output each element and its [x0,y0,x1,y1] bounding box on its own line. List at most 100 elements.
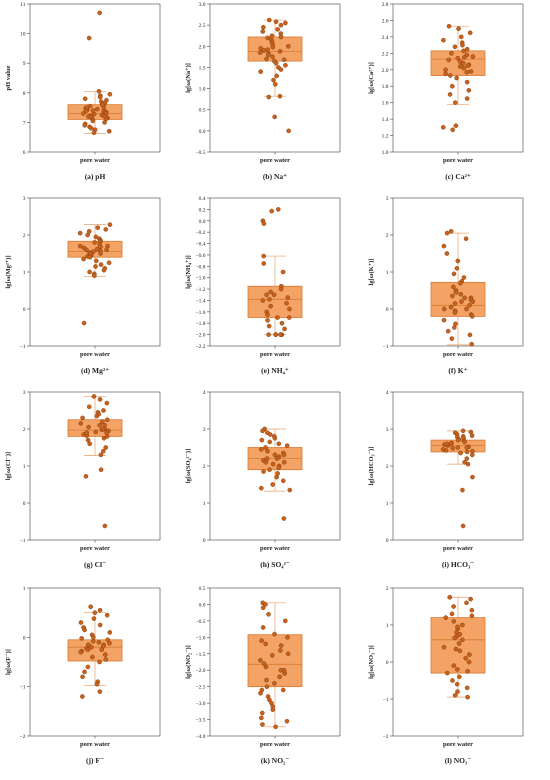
plot-frame [392,391,524,541]
data-point [281,459,287,465]
data-point [266,323,272,329]
data-point [467,652,472,657]
data-point [93,234,99,240]
y-tick-label: −3.5 [196,718,206,724]
data-point [453,123,459,128]
data-point [462,295,467,301]
data-point [259,687,265,693]
y-tick-label: 2 [23,427,26,433]
data-point [269,33,275,39]
y-tick-label: 0 [386,660,389,666]
data-point [451,271,457,277]
data-point [96,89,102,94]
panel-caption: (c) Ca²⁺ [445,172,471,181]
data-point [460,42,465,48]
y-tick-label: −2.0 [196,333,206,339]
data-point [81,320,87,326]
data-point [259,638,264,643]
data-point [270,653,275,658]
y-tick-label: −2 [20,734,26,740]
data-point [104,612,110,618]
data-point [269,208,275,214]
y-tick-label: 2 [23,233,26,239]
data-point [274,456,280,461]
data-point [84,430,90,436]
data-point [261,221,267,226]
data-point [85,232,90,238]
y-tick-label: 2 [386,233,389,239]
data-point [78,421,84,426]
chart-panel-2: 1.0 1.2 1.4 1.6 1.8 2.0 2.2 2.4 2.6 2.8 lg[ω(Ca²⁺)… [368,2,524,181]
data-point [276,441,282,447]
data-point [443,448,449,453]
data-point [86,642,91,648]
data-point [273,332,279,337]
y-tick-label: −1 [383,344,389,350]
data-point [91,635,96,640]
data-point [91,130,97,136]
data-point [105,417,110,423]
data-point [455,445,461,450]
data-point [464,600,469,606]
data-point [100,448,106,454]
panel-caption: (a) pH [85,172,106,181]
x-category-label: pore water [260,545,290,552]
iqr-box [247,36,303,62]
data-point [449,83,455,89]
chart-panel-10: −4.0 −3.5 −3.0 −2.5 −2.0 −1.5 −1.0 −0.5 0.0 0.5 lg… [185,586,341,765]
data-point [97,607,103,613]
data-point [469,314,475,319]
data-point [267,297,272,302]
y-axis-label: pH value [5,65,12,90]
data-point [102,114,107,119]
data-point [267,439,273,445]
data-point [458,34,464,40]
data-point [464,69,470,75]
data-point [448,228,454,234]
data-point [260,605,266,611]
data-point [272,114,277,120]
data-point [93,258,99,264]
data-point [266,52,271,58]
chart-panel-7: 0 1 2 3 4 lg[ω(SO₄²⁻)] pore water (h) SO₄²⁻ [185,390,341,569]
y-tick-label: 1 [203,501,206,507]
data-point [456,26,461,31]
data-point [80,415,85,421]
data-point [273,60,279,66]
data-point [467,302,472,308]
chart-panel-6: −1 0 1 2 3 lg[ω(Cl⁻)] pore water (g) Cl⁻ [5,390,161,569]
data-point [81,111,86,116]
data-point [97,10,102,16]
data-point [278,22,284,28]
data-point [287,487,293,493]
data-point [450,678,455,683]
iqr-box [430,50,486,76]
x-category-label: pore water [443,545,473,552]
data-point [77,243,83,249]
panel-caption: (j) F⁻ [86,756,104,765]
y-tick-label: 1.5 [199,65,206,71]
data-point [283,20,288,26]
data-point [275,207,281,212]
data-point [467,30,473,36]
x-category-label: pore water [260,351,290,358]
y-tick-label: 3 [23,196,26,202]
data-point [82,669,87,675]
y-tick-label: −1.6 [196,310,206,316]
data-point [462,439,467,445]
data-point [96,639,102,645]
y-tick-label: 0.5 [199,108,206,114]
data-point [465,668,470,674]
data-point [282,326,287,332]
panel-caption: (i) HCO₃⁻ [442,560,474,569]
data-point [268,303,273,309]
y-tick-label: −1 [20,344,26,350]
data-point [460,622,465,628]
data-point [443,71,448,77]
data-point [88,604,93,610]
y-tick-label: 0.0 [199,129,206,135]
y-tick-label: 3.0 [199,2,206,8]
data-point [460,637,465,643]
y-tick-label: 2 [386,586,389,592]
data-point [465,461,471,467]
